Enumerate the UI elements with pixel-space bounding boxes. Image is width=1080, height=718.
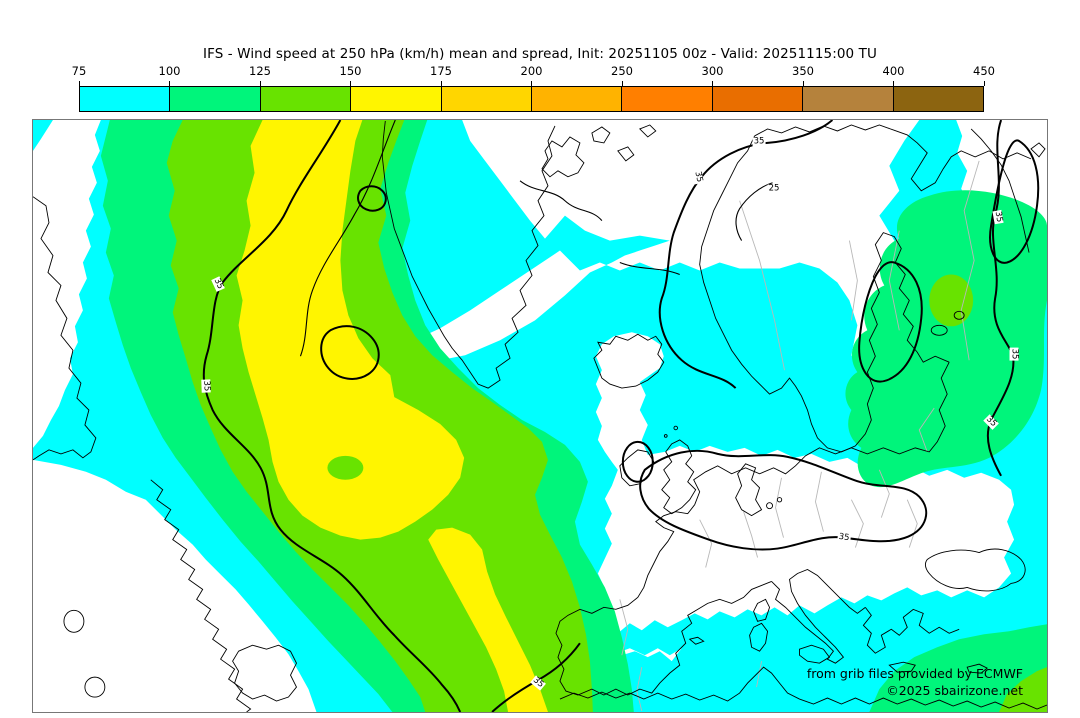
watermark-ecmwf: from grib files provided by ECMWF [806, 666, 1023, 681]
colorbar-segment-175-200 [440, 87, 532, 111]
colorbar-tickmark [169, 81, 170, 86]
colorbar-tickmark [712, 81, 713, 86]
colorbar-segment-200-250 [531, 87, 622, 111]
spread-contour-label-35: 35 [837, 531, 851, 544]
colorbar-segment-350-400 [802, 87, 893, 111]
colorbar-tick-125: 125 [249, 64, 271, 78]
colorbar-tick-labels: 75 100 125 150 175 200 250 300 350 400 450 [72, 64, 995, 80]
colorbar-tickmark [259, 81, 261, 86]
colorbar-tick-150: 150 [339, 64, 362, 78]
watermark-copyright: ©2025 sbairizone.net [886, 683, 1023, 698]
wind-map: 35 35 35 35 25 35 35 35 35 35 from grib files pro… [32, 119, 1048, 713]
colorbar-segment-75-100 [80, 87, 170, 111]
spread-contour-label-25: 25 [767, 183, 781, 194]
colorbar-tickmark [983, 81, 985, 86]
colorbar-tickmark [350, 81, 351, 86]
colorbar-segment-125-150 [259, 87, 351, 111]
colorbar-scale [79, 86, 984, 112]
map-title: IFS - Wind speed at 250 hPa (km/h) mean … [203, 46, 877, 62]
colorbar-segment-150-175 [350, 87, 441, 111]
spread-contour-label-35: 35 [692, 169, 705, 185]
coastlines [33, 120, 1047, 712]
country-borders [619, 160, 980, 712]
colorbar-tickmark [78, 81, 80, 86]
colorbar-segment-250-300 [621, 87, 712, 111]
spread-contour-label-35: 35 [752, 136, 766, 147]
colorbar-tick-75: 75 [71, 64, 87, 78]
colorbar-tick-400: 400 [882, 64, 905, 78]
colorbar-tickmark [531, 81, 532, 86]
fill-green-island [327, 455, 364, 480]
colorbar-tick-300: 300 [701, 64, 724, 78]
colorbar-tick-450: 450 [973, 64, 995, 78]
colorbar-tick-350: 350 [792, 64, 814, 78]
spread-contour-label-35: 35 [1009, 347, 1020, 361]
colorbar-segment-100-125 [169, 87, 260, 111]
spread-contours-25 [299, 120, 773, 357]
colorbar-tickmark [440, 81, 442, 86]
colorbar-tick-250: 250 [611, 64, 633, 78]
colorbar-tickmark [621, 81, 623, 86]
colorbar-tick-200: 200 [520, 64, 543, 78]
colorbar: 75 100 125 150 175 200 250 300 350 400 450 [72, 64, 995, 112]
colorbar-tick-175: 175 [430, 64, 452, 78]
spread-contour-label-35: 35 [201, 379, 212, 393]
colorbar-tickmark [893, 81, 894, 86]
colorbar-tick-100: 100 [158, 64, 181, 78]
colorbar-tickmark [802, 81, 804, 86]
spread-contour-label-35: 35 [992, 209, 1005, 225]
wind-map-canvas [33, 120, 1047, 712]
colorbar-segment-400-450 [892, 87, 984, 111]
colorbar-segment-300-350 [711, 87, 803, 111]
fill-yellow-regions [236, 120, 548, 712]
spread-contours-35 [202, 120, 1040, 712]
